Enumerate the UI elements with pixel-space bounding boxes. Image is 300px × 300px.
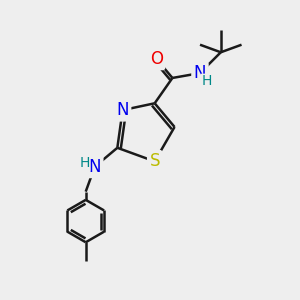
Text: O: O	[150, 50, 163, 68]
Text: N: N	[194, 64, 206, 82]
Text: S: S	[149, 152, 160, 170]
Text: N: N	[116, 101, 129, 119]
Text: H: H	[201, 74, 212, 88]
Text: H: H	[79, 156, 90, 170]
Text: N: N	[88, 158, 101, 176]
